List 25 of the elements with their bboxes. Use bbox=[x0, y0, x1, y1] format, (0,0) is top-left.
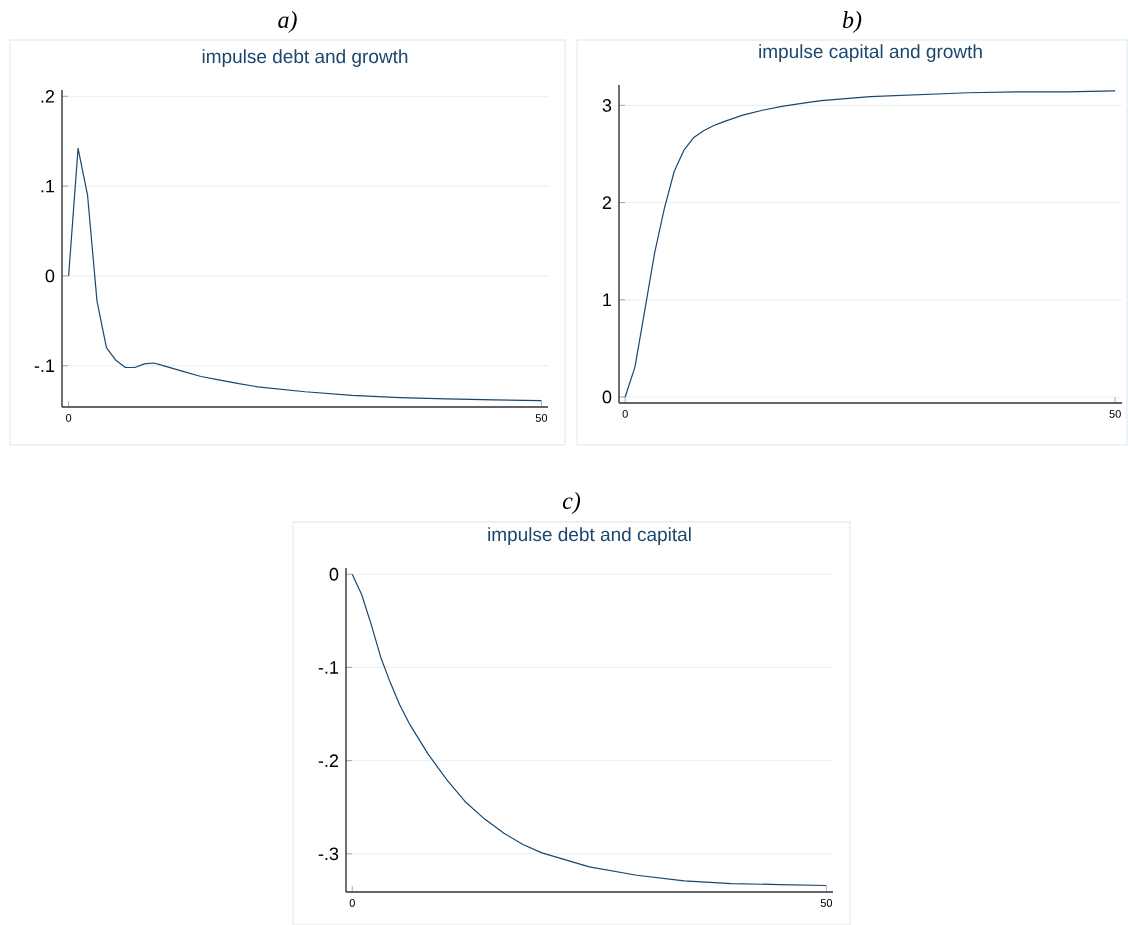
y-tick-label: .2 bbox=[41, 89, 55, 103]
y-tick-label: -.1 bbox=[318, 661, 339, 674]
x-tick-label: 50 bbox=[820, 899, 833, 907]
line-series bbox=[68, 147, 542, 402]
chart-subtitle: impulse capital and growth bbox=[759, 44, 982, 62]
y-tick-label: 0 bbox=[602, 390, 612, 404]
x-tick-label: 0 bbox=[66, 414, 72, 422]
chart-title: b) bbox=[842, 11, 862, 33]
y-tick-label: 3 bbox=[602, 99, 612, 112]
chart-subtitle: impulse debt and capital bbox=[488, 527, 691, 545]
x-tick-label: 50 bbox=[535, 414, 548, 422]
y-tick-label: 0 bbox=[45, 269, 55, 283]
x-tick-label: 50 bbox=[1109, 410, 1121, 418]
line-series bbox=[351, 573, 827, 887]
y-tick-label: -.3 bbox=[318, 847, 339, 861]
y-tick-label: 2 bbox=[602, 196, 612, 209]
y-tick-label: -.1 bbox=[34, 359, 55, 372]
y-tick-label: 1 bbox=[603, 293, 612, 306]
y-tick-label: 0 bbox=[329, 567, 339, 581]
y-tick-label: .1 bbox=[41, 179, 55, 193]
chart-subtitle: impulse debt and growth bbox=[202, 49, 408, 67]
chart-title: a) bbox=[278, 11, 297, 33]
y-tick-label: -.2 bbox=[318, 754, 339, 767]
x-tick-label: 0 bbox=[622, 410, 628, 418]
chart-title: c) bbox=[562, 492, 581, 514]
